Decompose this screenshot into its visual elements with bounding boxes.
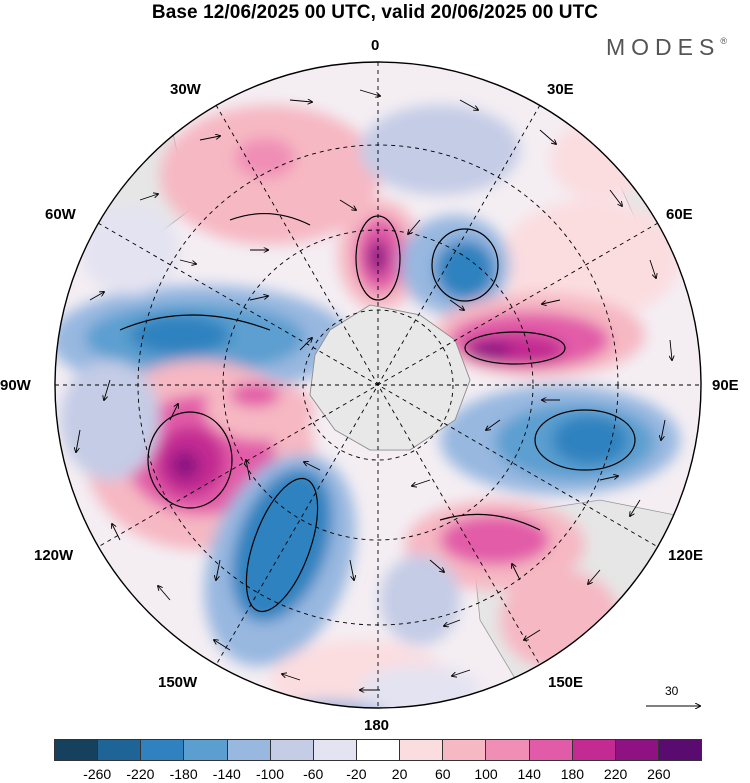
- colorbar-tick-label: -180: [169, 766, 198, 782]
- lat-lon-grid: [55, 62, 701, 708]
- colorbar-swatch: [270, 740, 314, 760]
- colorbar-tick-label: 260: [647, 766, 671, 782]
- colorbar-tick-label: -220: [126, 766, 155, 782]
- antarctica: [309, 304, 471, 451]
- lon-label-120w: 120W: [34, 547, 74, 564]
- lon-label-0: 0: [371, 37, 380, 54]
- lon-label-90w: 90W: [0, 377, 31, 394]
- contours: [119, 213, 636, 613]
- lon-label-60w: 60W: [45, 206, 76, 223]
- lon-label-60e: 60E: [666, 206, 693, 223]
- lon-label-180: 180: [364, 717, 390, 734]
- colorbar-swatch: [184, 740, 228, 760]
- colorbar-swatch: [227, 740, 271, 760]
- brand-trademark: ®: [720, 36, 727, 46]
- anomaly-field: [55, 62, 701, 708]
- reference-vector-label: 30: [665, 684, 679, 698]
- colorbar-swatch: [486, 740, 530, 760]
- brand-logo: MODES®: [606, 34, 727, 61]
- colorbar-swatch: [313, 740, 357, 760]
- colorbar-tick-label: -140: [212, 766, 241, 782]
- colorbar-swatch: [98, 740, 142, 760]
- colorbar-ticks: -260 -220 -180 -140 -100 -60 -20 20 60 100 140 180 2…: [54, 766, 702, 782]
- lon-label-90e: 90E: [712, 377, 739, 394]
- colorbar-tick-label: -260: [83, 766, 112, 782]
- colorbar-swatch: [529, 740, 573, 760]
- colorbar-swatch: [141, 740, 185, 760]
- colorbar-tick-label: 180: [560, 766, 585, 782]
- colorbar-tick-label: -20: [346, 766, 367, 782]
- colorbar-swatch: [356, 740, 401, 760]
- colorbar-swatch: [400, 740, 444, 760]
- colorbar-tick-label: 100: [474, 766, 498, 782]
- brand-name: MODES: [606, 34, 721, 60]
- colorbar-swatch: [572, 740, 616, 760]
- colorbar-tick-label: 20: [391, 766, 408, 782]
- colorbar-swatch: [443, 740, 487, 760]
- colorbar: [54, 739, 702, 761]
- shading: [55, 105, 680, 708]
- colorbar-swatch: [615, 740, 659, 760]
- colorbar-tick-label: 220: [603, 766, 628, 782]
- colorbar-tick-label: 60: [435, 766, 451, 782]
- colorbar-swatch: [55, 740, 99, 760]
- colorbar-swatch: [658, 740, 702, 760]
- lon-label-150e: 150E: [548, 674, 584, 691]
- lon-label-120e: 120E: [668, 547, 704, 564]
- colorbar-tick-label: 140: [517, 766, 541, 782]
- colorbar-tick-label: -60: [303, 766, 324, 782]
- map-border: [54, 61, 702, 709]
- lon-label-30e: 30E: [547, 81, 574, 98]
- wind-vectors: [76, 89, 672, 690]
- lon-label-150w: 150W: [158, 674, 198, 691]
- colorbar-tick-label: -100: [255, 766, 285, 782]
- lon-label-30w: 30W: [170, 81, 201, 98]
- map-title: Base 12/06/2025 00 UTC, valid 20/06/2025…: [151, 2, 599, 23]
